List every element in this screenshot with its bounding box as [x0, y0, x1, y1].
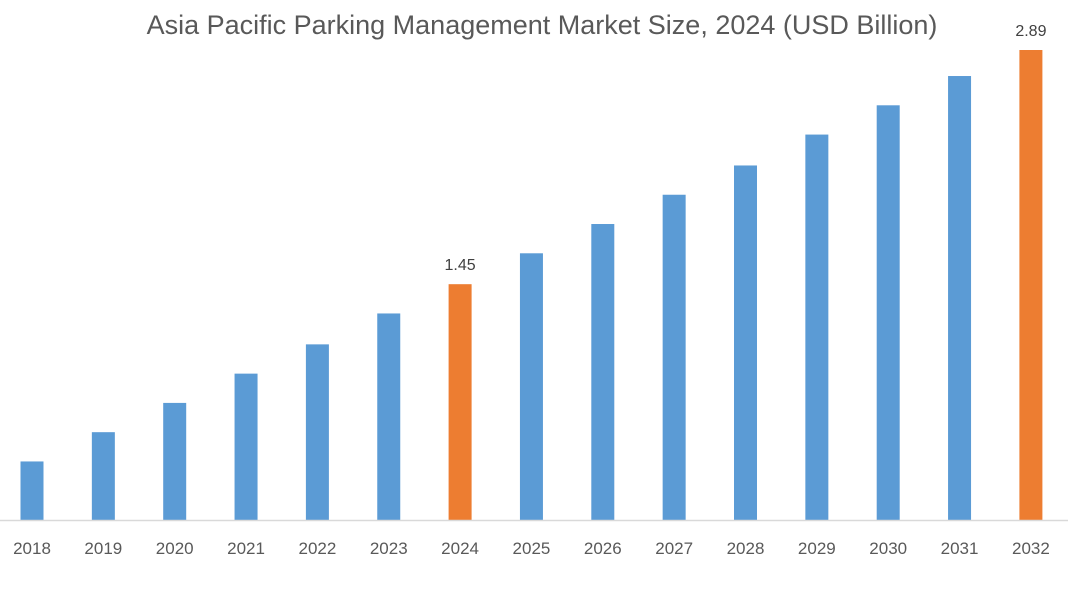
x-tick-label: 2025: [513, 539, 551, 558]
bar-2032: [1019, 50, 1043, 520]
bar-2029: [805, 134, 829, 520]
bar-2021: [234, 373, 258, 520]
bar-2025: [519, 253, 543, 520]
bar-2031: [948, 76, 972, 521]
bar-2024: [448, 284, 472, 520]
data-label-2024: 1.45: [445, 257, 476, 274]
bar-2023: [377, 313, 401, 520]
x-tick-label: 2031: [941, 539, 979, 558]
bar-2030: [876, 105, 900, 520]
x-tick-label: 2026: [584, 539, 622, 558]
x-tick-label: 2028: [727, 539, 765, 558]
data-label-2032: 2.89: [1015, 23, 1046, 40]
x-tick-label: 2018: [13, 539, 51, 558]
bar-2018: [20, 461, 44, 520]
x-tick-label: 2032: [1012, 539, 1050, 558]
x-tick-label: 2023: [370, 539, 408, 558]
x-tick-label: 2021: [227, 539, 265, 558]
x-tick-label: 2029: [798, 539, 836, 558]
x-tick-label: 2027: [655, 539, 693, 558]
x-tick-label: 2019: [84, 539, 122, 558]
x-tick-label: 2020: [156, 539, 194, 558]
chart-title: Asia Pacific Parking Management Market S…: [146, 10, 938, 40]
bar-2026: [591, 224, 615, 520]
bar-2019: [91, 432, 115, 520]
bar-2020: [163, 402, 187, 520]
x-tick-label: 2024: [441, 539, 479, 558]
bar-2022: [305, 344, 329, 520]
bar-2027: [662, 194, 686, 520]
x-tick-label: 2022: [298, 539, 336, 558]
x-tick-label: 2030: [869, 539, 907, 558]
bar-2028: [734, 165, 757, 520]
